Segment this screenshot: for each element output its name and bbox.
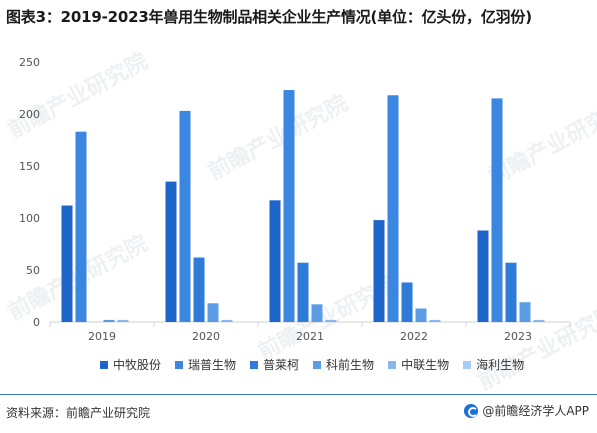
bar xyxy=(491,98,503,323)
brand-label: @前瞻经济学人APP xyxy=(482,404,589,418)
bar xyxy=(477,230,489,322)
legend-label: 中牧股份 xyxy=(113,358,162,372)
bar xyxy=(387,95,399,322)
bar xyxy=(373,220,385,322)
bar xyxy=(283,90,295,322)
bar xyxy=(61,205,73,322)
legend-swatch xyxy=(313,360,322,369)
legend-label: 科前生物 xyxy=(326,358,375,372)
x-tick-label: 2022 xyxy=(400,330,428,343)
x-tick-label: 2020 xyxy=(192,330,220,343)
legend-label: 瑞普生物 xyxy=(188,358,237,372)
x-tick-label: 2023 xyxy=(504,330,532,343)
bar xyxy=(117,319,129,322)
x-tick-label: 2019 xyxy=(88,330,116,343)
legend-swatch xyxy=(463,360,472,369)
y-tick-label: 200 xyxy=(19,108,40,121)
source-note: 资料来源：前瞻产业研究院 xyxy=(6,406,151,420)
bar xyxy=(193,257,205,322)
bar xyxy=(325,319,337,322)
bar xyxy=(519,302,531,322)
bar-chart: 0 50 100 150 200 250 2019 2020 2021 2022 2023 xyxy=(19,56,571,343)
y-tick-label: 0 xyxy=(33,316,40,329)
chart-legend: 中牧股份 瑞普生物 普莱柯 科前生物 中联生物 海利生物 xyxy=(100,356,540,373)
legend-swatch xyxy=(388,360,397,369)
x-tick-label: 2021 xyxy=(296,330,324,343)
bar xyxy=(221,319,233,322)
legend-swatch xyxy=(100,360,108,369)
y-tick-label: 100 xyxy=(19,212,40,225)
bar xyxy=(103,319,115,322)
legend-swatch xyxy=(250,360,259,369)
legend-item: 科前生物 xyxy=(313,356,374,373)
bar xyxy=(269,200,281,322)
bar xyxy=(179,110,191,322)
legend-item: 中联生物 xyxy=(388,356,449,373)
y-tick-label: 250 xyxy=(19,56,40,69)
bar xyxy=(75,131,87,322)
bar xyxy=(429,319,441,322)
y-tick-label: 50 xyxy=(26,264,40,277)
legend-item: 瑞普生物 xyxy=(175,356,236,373)
legend-label: 中联生物 xyxy=(401,358,450,372)
bar xyxy=(415,308,427,322)
bar xyxy=(165,181,177,322)
brand-credit: @前瞻经济学人APP xyxy=(464,402,589,419)
bar xyxy=(311,304,323,322)
legend-item: 海利生物 xyxy=(463,356,524,373)
bar xyxy=(505,262,517,322)
bar xyxy=(207,303,219,322)
chart-title: 图表3：2019-2023年兽用生物制品相关企业生产情况(单位：亿头份，亿羽份) xyxy=(6,8,532,26)
bar xyxy=(297,262,309,322)
y-tick-label: 150 xyxy=(19,160,40,173)
bar xyxy=(401,282,413,322)
legend-label: 普莱柯 xyxy=(263,358,300,372)
legend-item: 中牧股份 xyxy=(100,356,161,373)
legend-label: 海利生物 xyxy=(476,358,525,372)
legend-swatch xyxy=(175,360,184,369)
legend-item: 普莱柯 xyxy=(250,356,299,373)
brand-logo-icon xyxy=(464,403,479,418)
bar xyxy=(533,319,545,322)
footer-divider xyxy=(0,394,597,395)
